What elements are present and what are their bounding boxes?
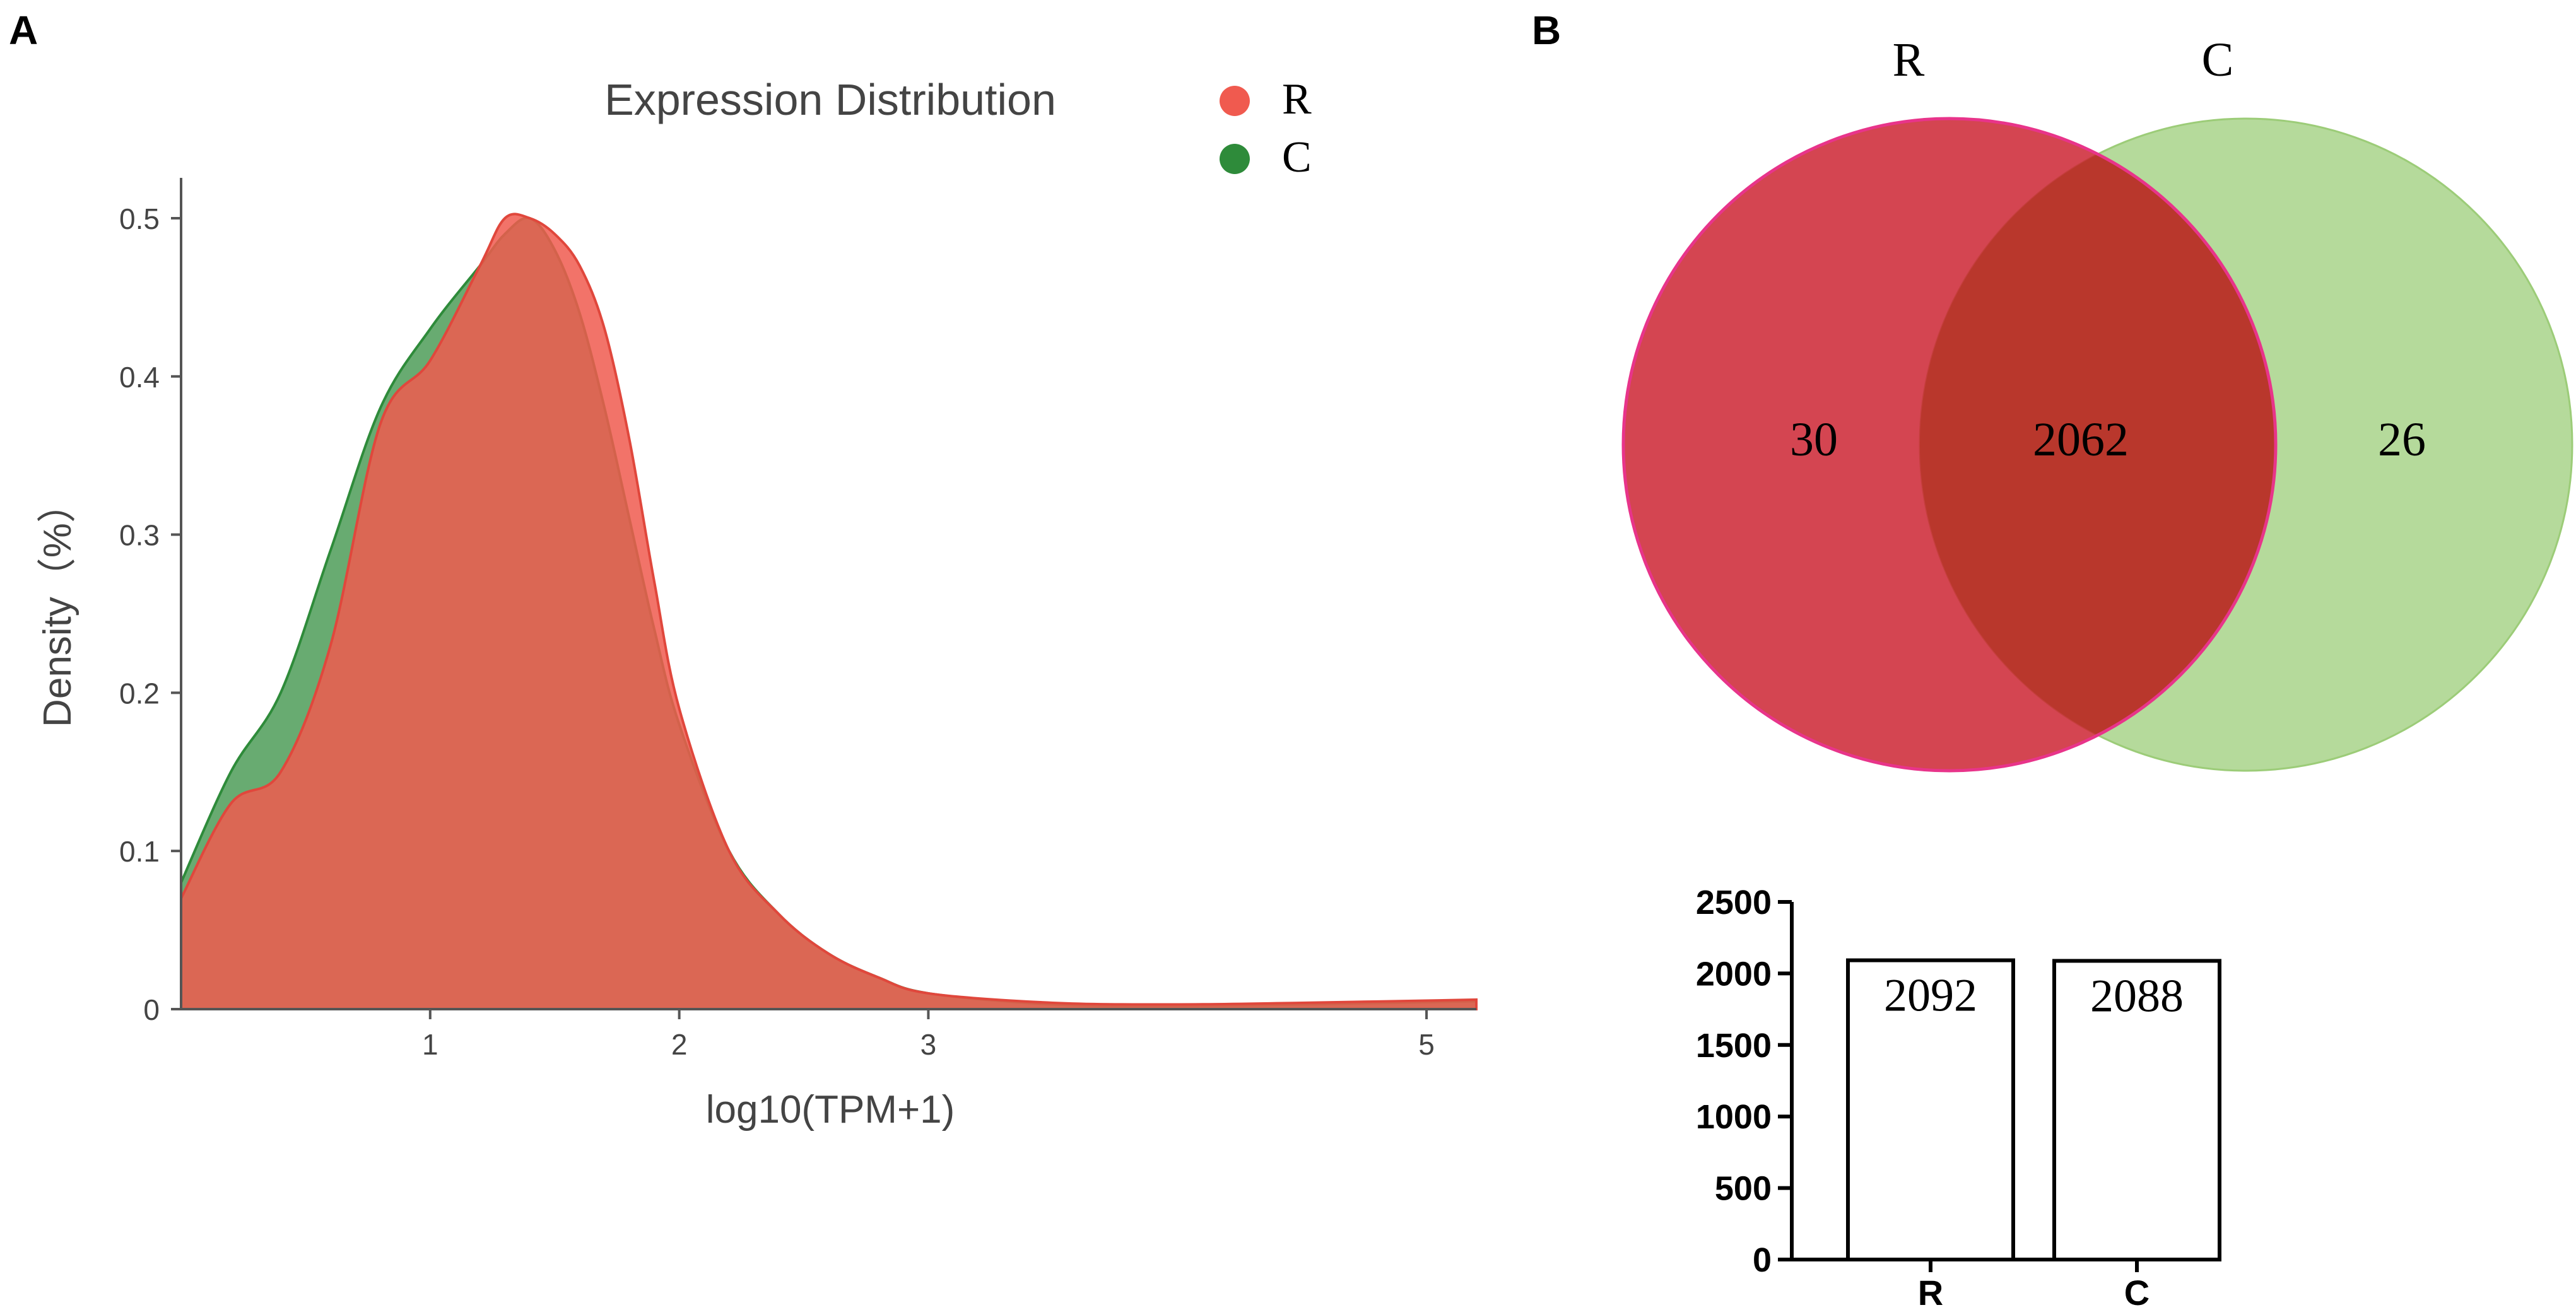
legend-label-c: C: [1282, 133, 1312, 182]
venn-diagram: R C 30 2062 26: [1621, 33, 2573, 773]
legend-marker-c: [1220, 144, 1250, 174]
bar-y-tick-label: 500: [1715, 1170, 1772, 1208]
x-axis-title: log10(TPM+1): [706, 1088, 955, 1132]
y-tick-label: 0.5: [119, 202, 160, 235]
y-axis-ticks: 0 0.1 0.2 0.3 0.4 0.5: [119, 202, 181, 1026]
x-tick-label: 2: [671, 1028, 688, 1061]
bar-y-axis-ticks: 0 500 1000 1500 2000 2500: [1696, 884, 1792, 1279]
x-tick-label: 5: [1418, 1028, 1435, 1061]
bar-value-label: 2092: [1884, 970, 1977, 1022]
bar-y-tick-label: 0: [1753, 1241, 1772, 1279]
panel-b-label: B: [1532, 8, 1561, 53]
venn-count-r-only: 30: [1790, 413, 1838, 466]
legend-marker-r: [1220, 86, 1250, 116]
y-tick-label: 0.2: [119, 677, 160, 710]
y-tick-label: 0: [143, 993, 160, 1026]
bar-y-tick-label: 2500: [1696, 884, 1772, 921]
bar-r: [1846, 958, 2015, 1262]
venn-circle-r-outline: [1621, 117, 2278, 773]
bar-category-label: R: [1918, 1273, 1943, 1310]
y-tick-label: 0.1: [119, 835, 160, 868]
bar-y-tick-label: 2000: [1696, 955, 1772, 993]
venn-set-label-c: C: [2202, 33, 2234, 86]
bar-y-tick-label: 1000: [1696, 1098, 1772, 1136]
legend: R C: [1220, 75, 1312, 182]
y-tick-label: 0.4: [119, 361, 160, 394]
chart-title: Expression Distribution: [604, 75, 1056, 124]
legend-label-r: R: [1282, 75, 1312, 124]
bar-category-label: C: [2124, 1273, 2150, 1310]
venn-count-intersection: 2062: [2033, 413, 2129, 466]
x-axis-ticks: 1 2 3 5: [422, 1009, 1435, 1061]
panel-a: A Expression Distribution R C 0 0.1 0.2 0.3…: [9, 8, 1478, 1132]
venn-overlap: [1920, 119, 2276, 771]
y-tick-label: 0.3: [119, 519, 160, 552]
venn-set-label-r: R: [1893, 33, 1925, 86]
panel-a-label: A: [9, 8, 38, 53]
panel-b: B R C 30 2062 26 0 500 1000 1500 2000 2500 20…: [1532, 8, 2573, 1310]
x-tick-label: 3: [920, 1028, 937, 1061]
venn-count-c-only: 26: [2378, 413, 2426, 466]
bar-value-label: 2088: [2090, 970, 2184, 1022]
bar-marks: 2092 R 2088 C: [1846, 958, 2221, 1310]
bar-chart: 0 500 1000 1500 2000 2500 2092 R 2088 C: [1696, 884, 2221, 1310]
y-axis-title: Density（%）: [36, 484, 79, 727]
density-area-r: [180, 213, 1478, 1010]
bar-c: [2052, 959, 2221, 1262]
x-tick-label: 1: [422, 1028, 438, 1061]
bar-y-tick-label: 1500: [1696, 1027, 1772, 1065]
